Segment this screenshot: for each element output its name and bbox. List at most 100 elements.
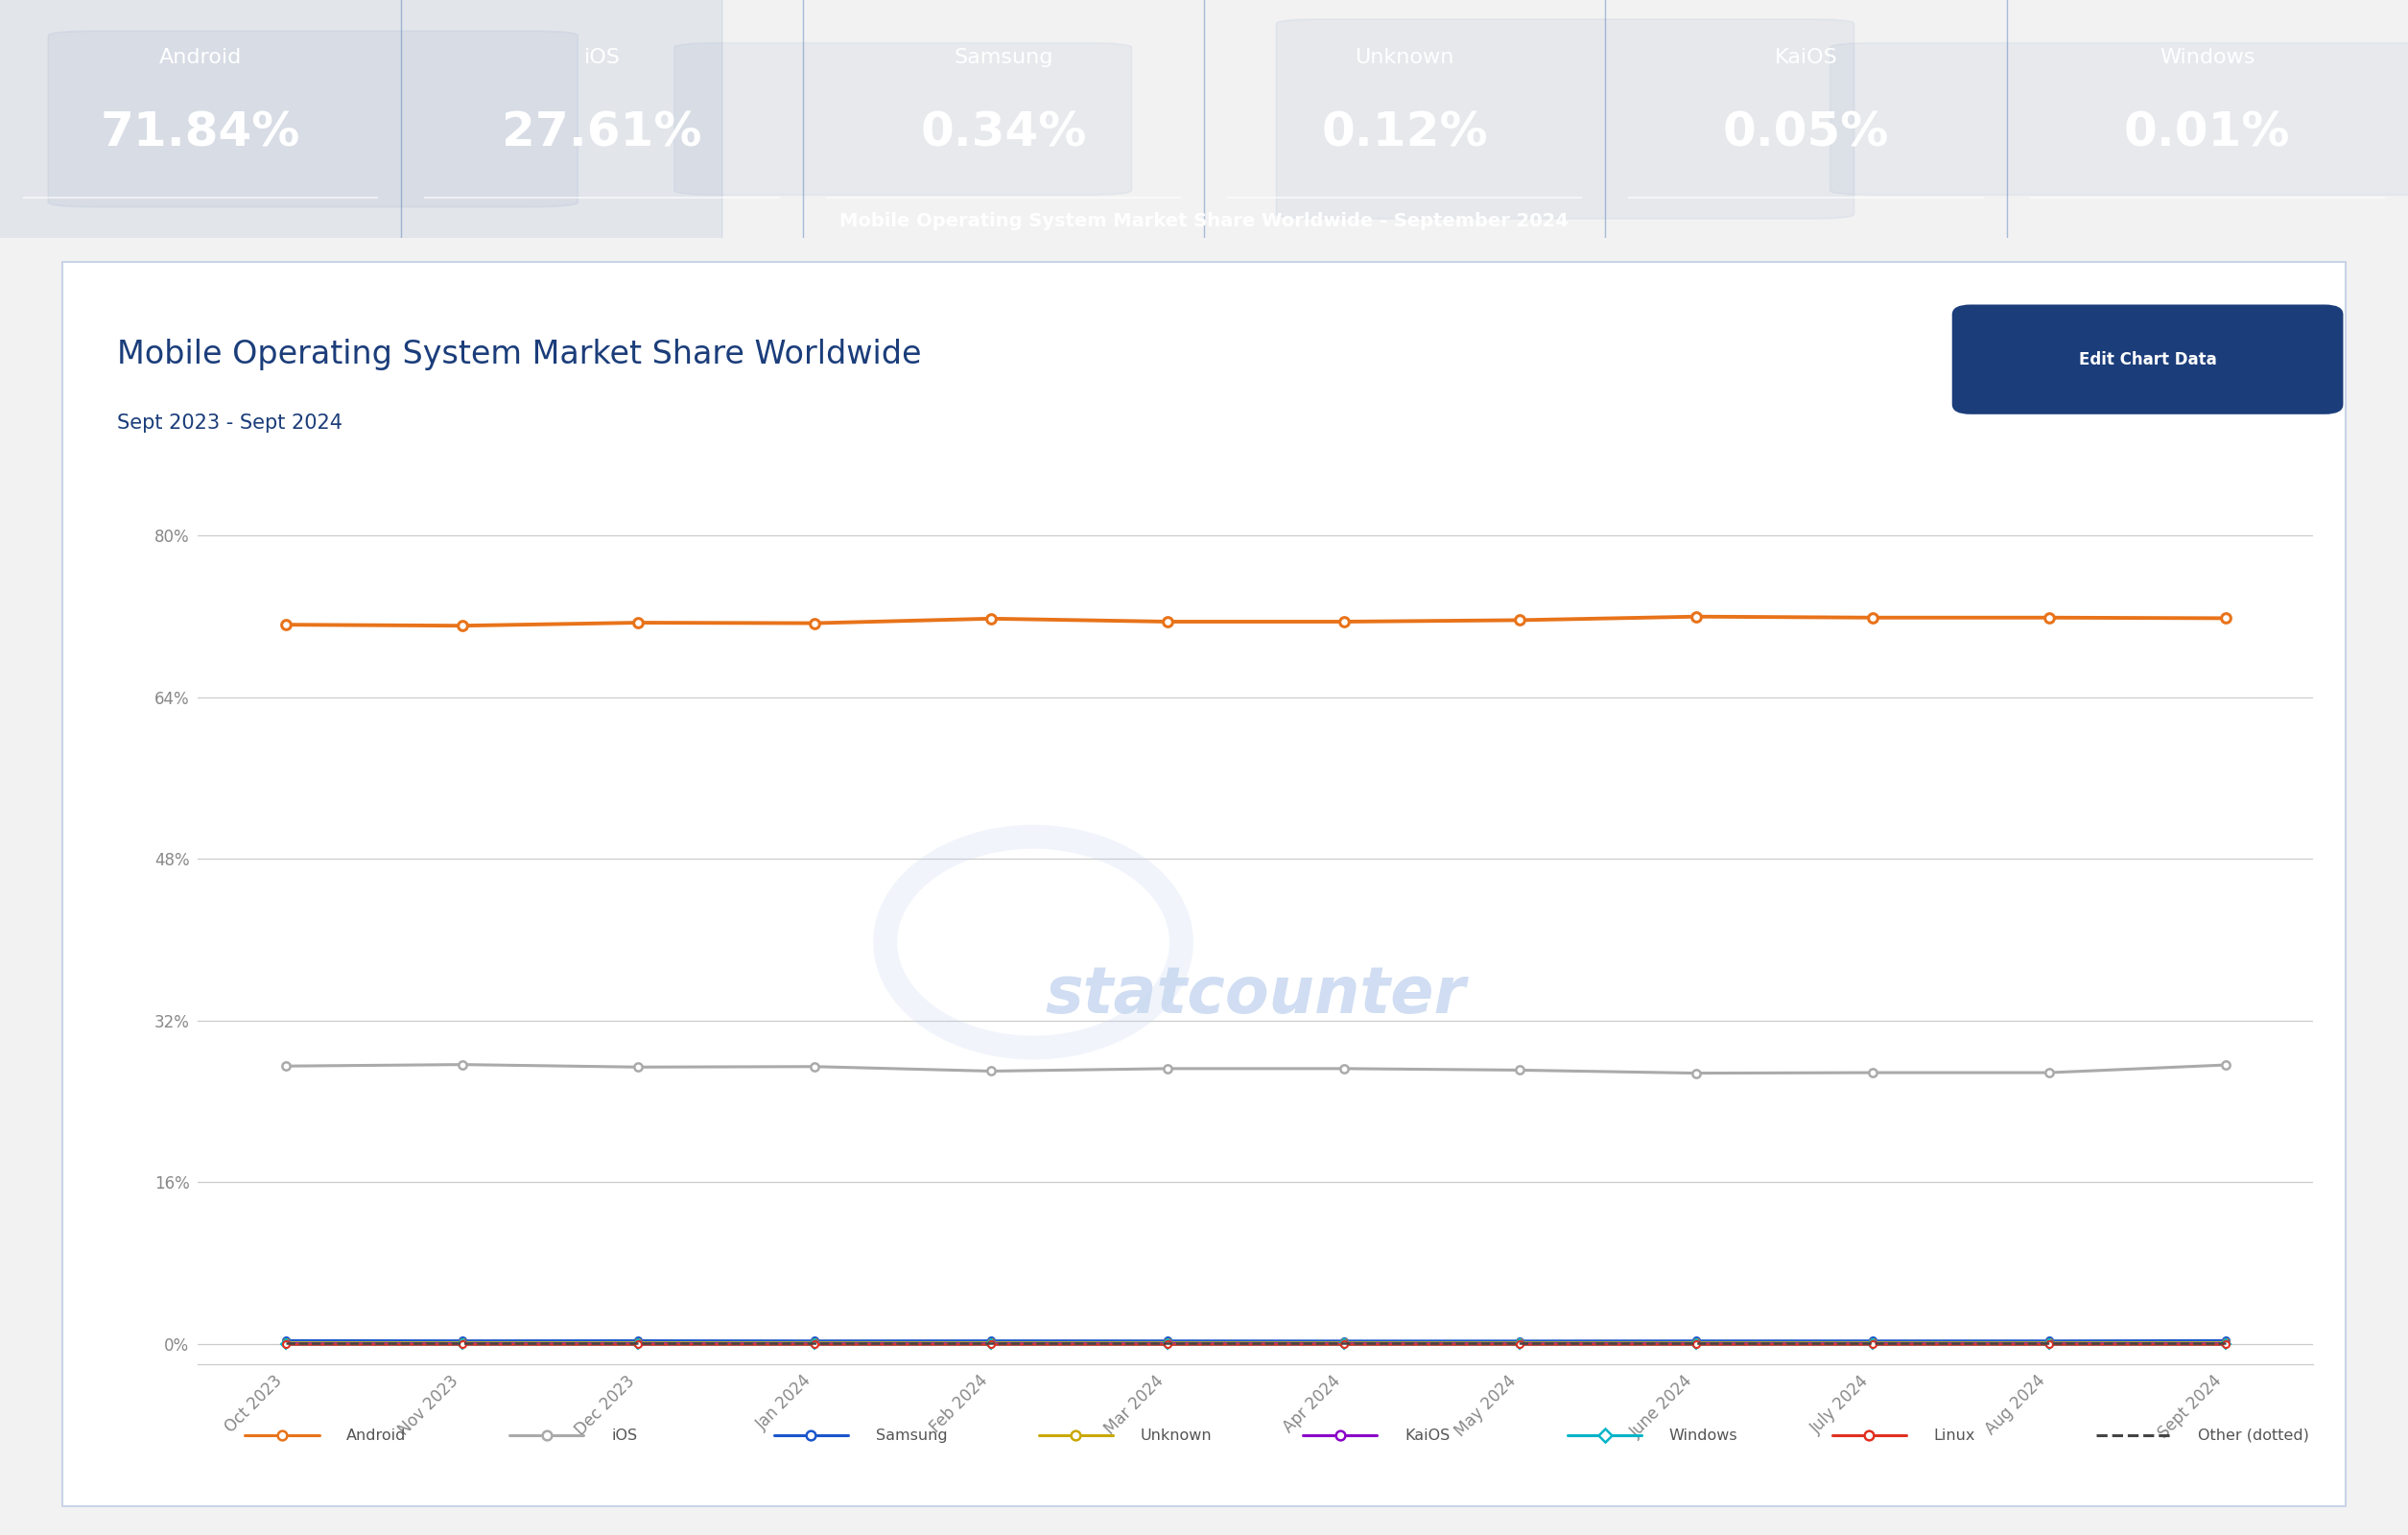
Text: Other (dotted): Other (dotted) (2199, 1429, 2309, 1443)
Text: 0.34%: 0.34% (920, 111, 1086, 157)
Line: KaiOS: KaiOS (282, 1340, 2230, 1346)
iOS (448, 1056, 477, 1074)
Unknown (1153, 1334, 1182, 1352)
FancyBboxPatch shape (48, 31, 578, 207)
Android (1505, 611, 1534, 629)
Android (2211, 609, 2239, 628)
KaiOS (624, 1334, 653, 1352)
Line: iOS: iOS (282, 1061, 2230, 1078)
Text: KaiOS: KaiOS (1775, 48, 1837, 66)
Other (dotted) (799, 1334, 828, 1352)
Unknown (272, 1334, 301, 1352)
iOS (1859, 1064, 1888, 1082)
Text: Samsung: Samsung (877, 1429, 946, 1443)
Other (dotted) (2211, 1334, 2239, 1352)
FancyBboxPatch shape (674, 43, 1132, 195)
Text: Unknown: Unknown (1356, 48, 1454, 66)
Android (624, 614, 653, 632)
iOS (1329, 1059, 1358, 1078)
Android (1153, 612, 1182, 631)
Windows (2211, 1334, 2239, 1352)
Linux (1681, 1334, 1710, 1352)
iOS (1681, 1064, 1710, 1082)
Windows (1153, 1334, 1182, 1352)
FancyBboxPatch shape (63, 262, 2345, 1506)
Android (978, 609, 1007, 628)
Text: Edit Chart Data: Edit Chart Data (2078, 352, 2218, 368)
Samsung (272, 1331, 301, 1349)
Other (dotted) (1329, 1334, 1358, 1352)
Text: Android: Android (159, 48, 243, 66)
Line: Linux: Linux (282, 1340, 2230, 1348)
Unknown (1859, 1334, 1888, 1352)
Linux (2035, 1334, 2064, 1352)
KaiOS (272, 1334, 301, 1352)
Unknown (624, 1334, 653, 1352)
iOS (978, 1062, 1007, 1081)
Other (dotted) (1153, 1334, 1182, 1352)
Text: KaiOS: KaiOS (1404, 1429, 1450, 1443)
Samsung (1153, 1331, 1182, 1349)
Samsung (1859, 1331, 1888, 1349)
Android (272, 616, 301, 634)
iOS (272, 1058, 301, 1076)
Samsung (799, 1331, 828, 1349)
Android (1681, 608, 1710, 626)
Text: Unknown: Unknown (1139, 1429, 1211, 1443)
Unknown (2211, 1334, 2239, 1352)
iOS (799, 1058, 828, 1076)
Unknown (978, 1334, 1007, 1352)
Android (2035, 608, 2064, 626)
FancyBboxPatch shape (1276, 18, 1854, 220)
Windows (624, 1334, 653, 1352)
Android (1329, 612, 1358, 631)
Windows (799, 1334, 828, 1352)
Text: 71.84%: 71.84% (101, 111, 301, 157)
Linux (2211, 1334, 2239, 1352)
Unknown (1681, 1334, 1710, 1352)
KaiOS (2211, 1334, 2239, 1352)
Other (dotted) (272, 1334, 301, 1352)
Windows (1859, 1334, 1888, 1352)
Text: iOS: iOS (583, 48, 621, 66)
Windows (448, 1334, 477, 1352)
Text: Windows: Windows (2160, 48, 2254, 66)
KaiOS (1681, 1334, 1710, 1352)
KaiOS (1153, 1334, 1182, 1352)
Android (1859, 608, 1888, 626)
Linux (624, 1334, 653, 1352)
Windows (1681, 1334, 1710, 1352)
Text: 0.01%: 0.01% (2124, 111, 2290, 157)
Samsung (624, 1331, 653, 1349)
FancyBboxPatch shape (0, 0, 722, 243)
Windows (2035, 1334, 2064, 1352)
Linux (1505, 1334, 1534, 1352)
FancyBboxPatch shape (1953, 304, 2343, 414)
Text: 0.12%: 0.12% (1322, 111, 1488, 157)
Text: iOS: iOS (612, 1429, 638, 1443)
Android (799, 614, 828, 632)
Linux (272, 1334, 301, 1352)
Samsung (1505, 1331, 1534, 1349)
Unknown (448, 1334, 477, 1352)
Text: Linux: Linux (1934, 1429, 1975, 1443)
Windows (272, 1334, 301, 1352)
KaiOS (1859, 1334, 1888, 1352)
Other (dotted) (1505, 1334, 1534, 1352)
Samsung (2035, 1331, 2064, 1349)
Linux (1153, 1334, 1182, 1352)
Text: statcounter: statcounter (1045, 964, 1466, 1027)
Samsung (448, 1331, 477, 1349)
Samsung (978, 1331, 1007, 1349)
Text: 27.61%: 27.61% (501, 111, 703, 157)
Line: Android: Android (282, 612, 2230, 631)
Other (dotted) (448, 1334, 477, 1352)
Text: 0.05%: 0.05% (1722, 111, 1890, 157)
Text: Windows: Windows (1669, 1429, 1739, 1443)
KaiOS (448, 1334, 477, 1352)
Samsung (2211, 1331, 2239, 1349)
Linux (1859, 1334, 1888, 1352)
FancyBboxPatch shape (1830, 43, 2408, 195)
Other (dotted) (978, 1334, 1007, 1352)
Unknown (2035, 1334, 2064, 1352)
